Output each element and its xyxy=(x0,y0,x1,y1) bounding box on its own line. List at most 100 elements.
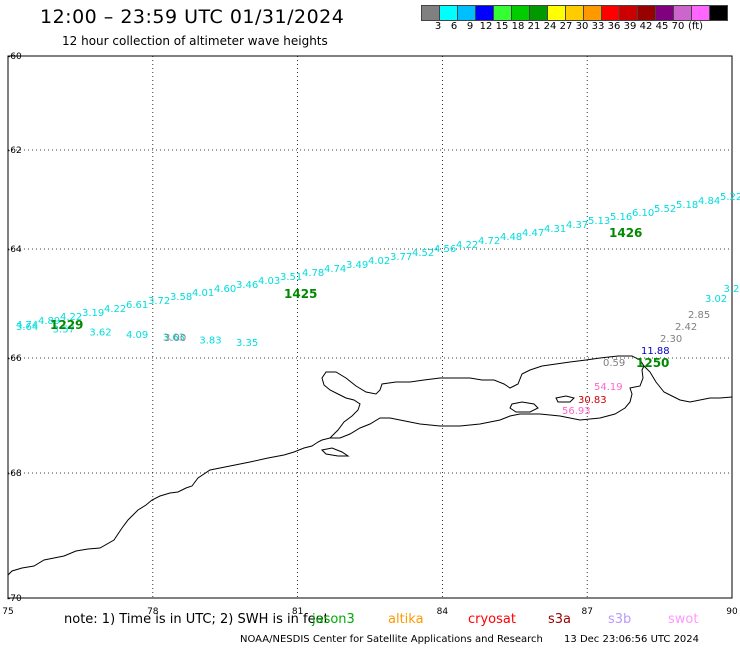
wave-height-label: 2.42 xyxy=(675,322,697,333)
color-scale-tick: 24 xyxy=(543,21,557,32)
wave-height-label: 4.60 xyxy=(214,284,236,295)
wave-height-label: 3.62 xyxy=(89,327,111,338)
lon-tick-label: 75 xyxy=(2,607,13,617)
wave-height-label: 3.00 xyxy=(164,333,186,344)
color-scale-tick: 18 xyxy=(511,21,525,32)
wave-height-label: 4.31 xyxy=(544,224,566,235)
wave-height-label: 4.03 xyxy=(258,276,280,287)
legend-s3a: s3a xyxy=(548,612,572,627)
legend-altika: altika xyxy=(388,612,424,627)
wave-height-label: 4.52 xyxy=(412,248,434,259)
lat-tick-label: -64 xyxy=(7,245,22,255)
wave-height-label: 56.93 xyxy=(562,406,591,417)
lon-tick-label: 90 xyxy=(726,607,738,617)
wave-height-label: 0.59 xyxy=(603,358,625,369)
wave-height-label: 4.22 xyxy=(104,304,126,315)
color-scale-tick: 15 xyxy=(495,21,509,32)
wave-height-label: 5.22 xyxy=(720,192,740,203)
island-2 xyxy=(555,395,575,403)
color-scale-tick: 30 xyxy=(575,21,589,32)
wave-height-label: 3.23 xyxy=(724,284,740,295)
color-scale-tick: 39 xyxy=(623,21,637,32)
wave-height-label: 3.63 xyxy=(163,333,185,344)
legend-jason3: jason3 xyxy=(312,612,355,627)
time-labels: 1229 1425 1426 1250 xyxy=(50,226,669,370)
wave-height-label: 4.02 xyxy=(368,256,390,267)
lat-tick-label: -66 xyxy=(7,354,22,364)
footer-timestamp: 13 Dec 23:06:56 UTC 2024 xyxy=(564,634,700,645)
wave-height-label: 6.10 xyxy=(632,208,654,219)
ice-shelf-edge xyxy=(321,355,645,439)
lon-tick-label: 81 xyxy=(292,607,303,617)
color-scale-labels: 3 6 9 12 15 18 21 24 27 30 33 36 39 42 45 70 (ft) xyxy=(422,21,703,32)
wave-height-label: 5.18 xyxy=(676,200,698,211)
wave-height-label: 4.48 xyxy=(500,232,522,243)
wave-height-label: 4.89 xyxy=(38,316,60,327)
color-scale-tick: 33 xyxy=(591,21,605,32)
color-scale-tick: 3 xyxy=(434,21,442,32)
wave-height-label: 54.19 xyxy=(594,382,623,393)
wave-height-label: 4.56 xyxy=(434,244,456,255)
color-scale-bar xyxy=(421,5,728,21)
wave-height-label: 4.01 xyxy=(192,288,214,299)
pass-time-label: 1229 xyxy=(50,318,83,332)
wave-height-label: 4.72 xyxy=(478,236,500,247)
color-scale-tick: 12 xyxy=(479,21,493,32)
legend-cryosat: cryosat xyxy=(468,612,516,627)
wave-height-label: 4.22 xyxy=(456,240,478,251)
wave-height-label: 4.84 xyxy=(698,196,720,207)
axis-labels: 75 78 81 84 87 90 -60 -62 -64 -66 -68 -70 xyxy=(2,52,738,617)
pass-time-label: 1426 xyxy=(609,226,642,240)
island-1 xyxy=(509,401,539,413)
wave-height-label: 3.77 xyxy=(390,252,412,263)
wave-height-label: 4.74 xyxy=(324,264,346,275)
wave-height-label: 5.52 xyxy=(654,204,676,215)
wave-height-label: 3.49 xyxy=(346,260,368,271)
antarctic-coastline xyxy=(7,365,733,576)
lat-tick-label: -70 xyxy=(7,594,22,604)
wave-height-label: 5.13 xyxy=(588,216,610,227)
lon-tick-label: 87 xyxy=(581,607,592,617)
lat-tick-label: -68 xyxy=(7,469,22,479)
wave-height-label: 5.16 xyxy=(610,212,632,223)
wave-height-label: 6.61 xyxy=(126,300,148,311)
altimeter-tracks: 4.74 4.89 4.22 3.19 4.22 6.61 3.72 3.58 4.01 4.60… xyxy=(16,192,740,417)
lon-tick-label: 84 xyxy=(437,607,449,617)
wave-height-label: 3.83 xyxy=(199,335,221,346)
wave-height-label: 3.58 xyxy=(170,292,192,303)
pass-time-label: 1250 xyxy=(636,356,669,370)
color-scale-tick: 36 xyxy=(607,21,621,32)
color-scale-tick: 21 xyxy=(527,21,541,32)
color-scale-tick: 45 xyxy=(655,21,669,32)
color-scale-tick: 6 xyxy=(450,21,458,32)
wave-height-label: 4.22 xyxy=(60,312,82,323)
wave-height-label: 3.57 xyxy=(53,325,75,336)
island-3 xyxy=(320,447,350,457)
lat-tick-label: -60 xyxy=(7,52,22,62)
map-title: 12:00 – 23:59 UTC 01/31/2024 xyxy=(40,6,345,28)
wave-height-label: 11.88 xyxy=(641,346,670,357)
wave-height-label: 4.74 xyxy=(16,320,38,331)
map-subtitle: 12 hour collection of altimeter wave hei… xyxy=(62,34,328,48)
map-frame xyxy=(7,55,733,599)
color-scale-tick: 42 xyxy=(639,21,653,32)
legend-swot: swot xyxy=(668,612,699,627)
footer-org: NOAA/NESDIS Center for Satellite Applica… xyxy=(240,634,543,645)
wave-height-label: 30.83 xyxy=(578,395,607,406)
color-scale-tick: 9 xyxy=(466,21,474,32)
wave-height-label: 3.35 xyxy=(236,338,258,349)
footnote: note: 1) Time is in UTC; 2) SWH is in fe… xyxy=(64,612,329,627)
footer: NOAA/NESDIS Center for Satellite Applica… xyxy=(240,634,699,645)
lon-tick-label: 78 xyxy=(147,607,159,617)
lat-tick-label: -62 xyxy=(7,146,22,156)
color-scale-tick: 27 xyxy=(559,21,573,32)
wave-height-label: 3.64 xyxy=(16,322,38,333)
wave-height-label: 3.72 xyxy=(148,296,170,307)
color-scale-unit: (ft) xyxy=(688,21,704,32)
wave-height-label: 2.85 xyxy=(688,310,710,321)
map-grid xyxy=(8,56,732,598)
pass-time-label: 1425 xyxy=(284,287,317,301)
wave-height-label: 3.02 xyxy=(705,294,727,305)
legend-s3b: s3b xyxy=(608,612,632,627)
